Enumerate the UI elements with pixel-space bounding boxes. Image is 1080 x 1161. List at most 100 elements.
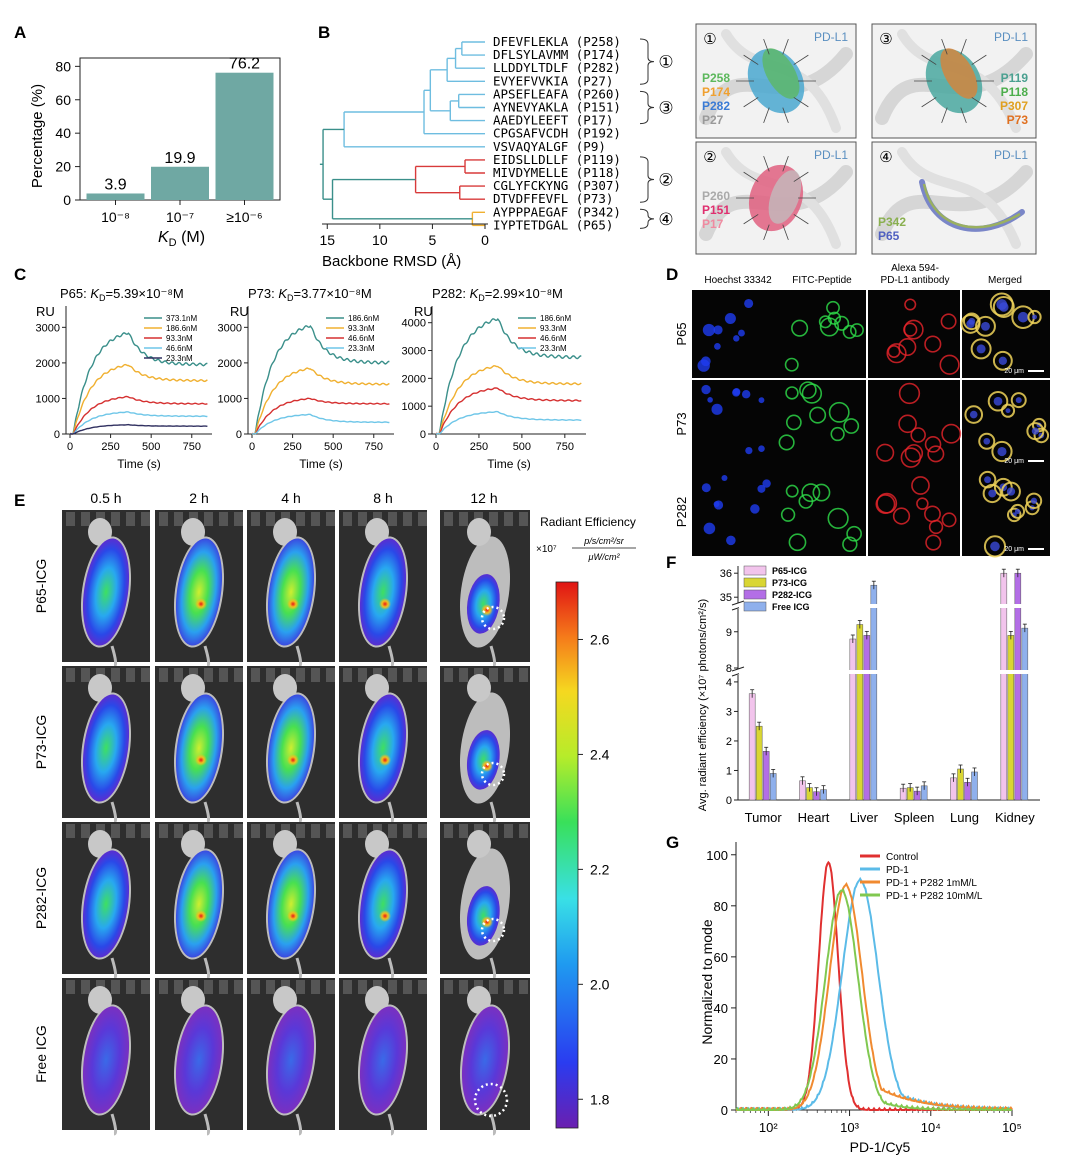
spr-ytick-label: 3000 [36, 322, 60, 334]
cage-bar [358, 824, 367, 838]
spr-curve [70, 423, 208, 435]
cell-membrane [927, 445, 945, 463]
cage-bar [388, 668, 397, 682]
cage-bar [266, 824, 275, 838]
cluster-brackets: ① ③ ② ④ [639, 38, 674, 229]
merged-nucleus [969, 410, 978, 419]
f-legend-label: P65-ICG [772, 566, 807, 576]
a-bar [151, 166, 209, 200]
nucleus [762, 479, 771, 488]
cell-membrane [924, 335, 942, 353]
a-bar [215, 72, 274, 200]
nucleus [732, 388, 741, 397]
cage-bar [251, 668, 260, 682]
structure-peptide-label: P118 [1001, 85, 1029, 99]
cell-membrane [911, 476, 930, 495]
cell-membrane [826, 300, 840, 315]
cage-bar [418, 824, 427, 838]
structure-number: ④ [879, 149, 892, 166]
hotspot [481, 916, 493, 928]
f-axis-break [731, 666, 745, 672]
side-chain [782, 224, 789, 240]
cage-bar [126, 512, 135, 526]
f-ytick-label: 35 [720, 592, 732, 604]
f-bar [971, 771, 978, 801]
mouse-tail [295, 957, 303, 980]
merged-cell [1010, 392, 1027, 409]
side-chain [782, 107, 789, 123]
nucleus [703, 522, 716, 535]
merged-cell [1001, 481, 1021, 502]
spr-ytick-label: 0 [420, 429, 426, 441]
g-legend-label: PD-1 + P282 1mM/L [886, 878, 977, 889]
cage-bar [519, 512, 528, 526]
spr-ylabel: RU [36, 304, 55, 319]
cage-bar [296, 668, 305, 682]
fluorescence-signal [82, 538, 130, 646]
structure-number: ② [703, 149, 716, 166]
spr-ytick-label: 3000 [402, 346, 426, 358]
mouse-tail [489, 1113, 497, 1136]
cell-membrane [843, 418, 860, 434]
scale-bar-label: 20 μm [1004, 368, 1024, 375]
cell-membrane [778, 434, 795, 451]
spr-legend-label: 46.6nM [166, 344, 193, 353]
cage-bar [504, 668, 513, 682]
mouse-head [467, 518, 491, 546]
scale-bar-label: 20 μm [1004, 458, 1024, 465]
fluorescence-signal [267, 850, 315, 958]
cage-bar [311, 980, 320, 994]
cell-membrane [842, 324, 857, 339]
cage-bar [111, 668, 120, 682]
peptide-helix [762, 48, 800, 99]
g-histogram-curve [735, 888, 1012, 1111]
cage-bar [159, 824, 168, 838]
colorbar [555, 581, 579, 1129]
cage-bar [519, 668, 528, 682]
cage-bar [343, 824, 352, 838]
nucleus [758, 445, 765, 453]
spr-ytick-label: 0 [236, 429, 242, 441]
d-row-label: P73 [674, 412, 689, 435]
spr-legend-label: 186.6nM [540, 314, 571, 323]
cell-membrane [819, 317, 840, 337]
cell-membrane [798, 493, 814, 509]
structure-target-label: PD-L1 [814, 30, 848, 44]
cell-membrane [910, 427, 926, 443]
spr-xtick-label: 500 [513, 441, 531, 453]
merged-cell [1033, 427, 1050, 444]
nucleus [711, 403, 723, 415]
panel-g-xlabel: PD-1/Cy5 [850, 1139, 911, 1155]
merged-nucleus [993, 396, 1003, 406]
merged-cell [991, 440, 1013, 463]
panel-d: D Hoechst 33342 FITC-Peptide Alexa 594- … [666, 263, 1050, 558]
merged-cell [1006, 507, 1022, 523]
fluorescence-signal [466, 730, 500, 790]
cell-membrane [924, 505, 941, 523]
f-ytick-label: 1 [726, 765, 732, 777]
cage-bar [519, 824, 528, 838]
peptide-helix [768, 170, 802, 224]
side-chain [743, 54, 759, 65]
structure-peptide-label: P119 [1001, 71, 1029, 85]
fluorescence-signal [267, 1006, 315, 1114]
merged-cell [1025, 492, 1043, 510]
fluorescence-signal [466, 886, 500, 946]
spr-title-prefix: P282: [432, 286, 470, 301]
cage-bar [234, 824, 243, 838]
merged-cell [978, 432, 996, 450]
spr-curve [252, 397, 390, 435]
merged-nucleus [1005, 408, 1011, 414]
structure-target-label: PD-L1 [814, 148, 848, 162]
panel-a-xticks: 10⁻⁸ 10⁻⁷ ≥10⁻⁶ [101, 200, 263, 225]
f-ytick-label: 2 [726, 736, 732, 748]
d-row-label: P282 [674, 497, 689, 527]
micro-image [962, 468, 1050, 556]
cell-membrane [924, 436, 942, 453]
panel-label-d: D [666, 265, 678, 284]
cage-bar [296, 980, 305, 994]
colorbar-title: Radiant Efficiency [540, 515, 636, 529]
cage-bar [126, 980, 135, 994]
